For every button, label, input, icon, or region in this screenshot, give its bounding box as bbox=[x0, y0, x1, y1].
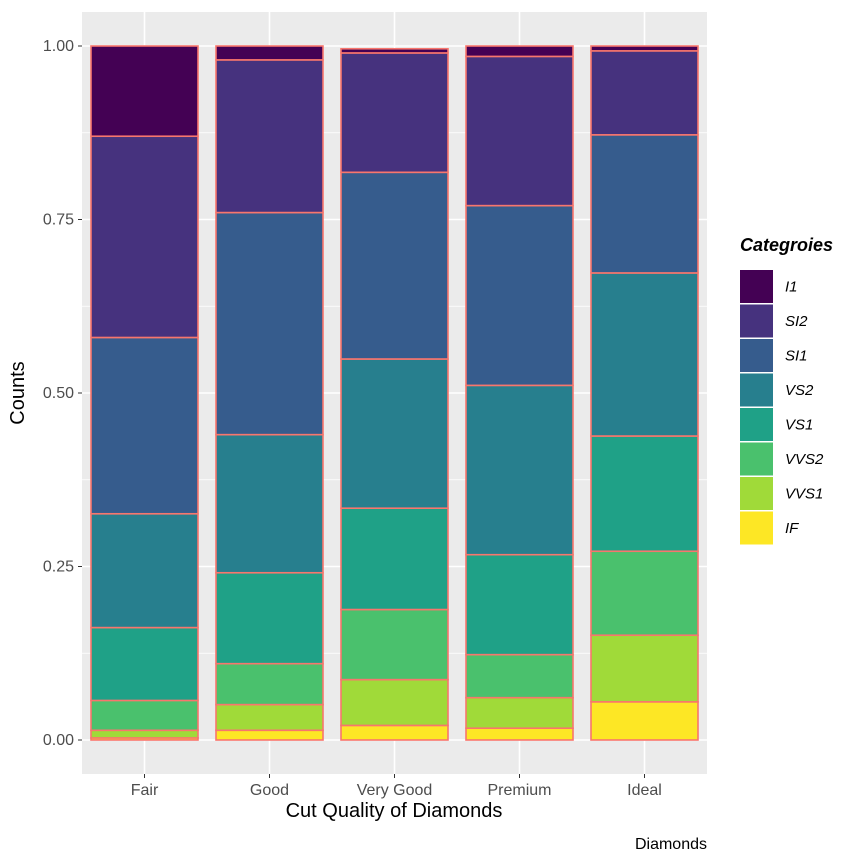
x-axis-title: Cut Quality of Diamonds bbox=[286, 800, 503, 822]
bar-segment-vvs1 bbox=[340, 678, 449, 727]
bar-stack-premium bbox=[465, 45, 574, 741]
bar-segment-si1 bbox=[590, 134, 699, 274]
bar-segment-si2 bbox=[590, 50, 699, 136]
bar-segment-vs1 bbox=[215, 571, 324, 665]
bar-segment-if bbox=[590, 701, 699, 741]
bar-segment-vvs1 bbox=[90, 729, 199, 739]
bars bbox=[90, 45, 699, 741]
bar-segment-i1 bbox=[90, 45, 199, 138]
y-tick-label: 1.00 bbox=[43, 38, 74, 55]
bar-segment-vs1 bbox=[465, 553, 574, 656]
bar-segment-si1 bbox=[340, 171, 449, 360]
bar-segment-si2 bbox=[90, 135, 199, 339]
legend-label-vs1: VS1 bbox=[785, 417, 813, 434]
bar-segment-vvs2 bbox=[590, 550, 699, 637]
bar-segment-vs2 bbox=[215, 433, 324, 574]
bar-segment-vs1 bbox=[340, 507, 449, 611]
x-tick-label: Very Good bbox=[357, 782, 433, 799]
x-tick-label: Ideal bbox=[627, 782, 662, 799]
x-tick-label: Good bbox=[250, 782, 289, 799]
bar-segment-si1 bbox=[465, 204, 574, 387]
legend-key-vvs1 bbox=[740, 477, 773, 510]
bar-stack-very-good bbox=[340, 47, 449, 741]
legend-label-if: IF bbox=[785, 520, 799, 537]
legend-title: Categroies bbox=[740, 235, 833, 255]
bar-segment-if bbox=[340, 724, 449, 741]
y-axis-title: Counts bbox=[7, 361, 29, 424]
legend-key-if bbox=[740, 511, 773, 545]
bar-segment-si1 bbox=[215, 211, 324, 436]
bar-stack-ideal bbox=[590, 45, 699, 741]
bar-segment-i1 bbox=[340, 47, 449, 54]
y-tick-label: 0.75 bbox=[43, 212, 74, 229]
bar-segment-vs2 bbox=[465, 384, 574, 556]
y-tick-label: 0.25 bbox=[43, 559, 74, 576]
legend-label-i1: I1 bbox=[785, 279, 798, 296]
legend-key-si1 bbox=[740, 339, 773, 372]
bar-segment-vvs1 bbox=[590, 634, 699, 703]
x-axis: Fair Good Very Good Premium Ideal bbox=[131, 774, 662, 799]
bar-segment-vvs1 bbox=[215, 703, 324, 732]
bar-segment-if bbox=[215, 729, 324, 741]
legend-label-vvs2: VVS2 bbox=[785, 451, 824, 468]
legend-label-si1: SI1 bbox=[785, 348, 808, 365]
legend-label-vs2: VS2 bbox=[785, 382, 814, 399]
bar-segment-vs2 bbox=[340, 358, 449, 510]
legend-label-vvs1: VVS1 bbox=[785, 486, 823, 503]
bar-stack-good bbox=[215, 45, 324, 741]
bar-segment-vvs2 bbox=[215, 662, 324, 706]
bar-segment-vs2 bbox=[590, 272, 699, 437]
bar-segment-i1 bbox=[465, 45, 574, 58]
bar-segment-vs2 bbox=[90, 512, 199, 629]
legend: Categroies I1 SI2 SI1 VS2 VS1 VVS2 VVS1 IF bbox=[740, 235, 833, 545]
x-tick-label: Premium bbox=[487, 782, 551, 799]
bar-segment-si2 bbox=[340, 52, 449, 174]
caption: Diamonds bbox=[635, 836, 707, 853]
bar-stack-fair bbox=[90, 45, 199, 741]
y-axis: 0.00 0.25 0.50 0.75 1.00 bbox=[43, 38, 82, 749]
bar-segment-if bbox=[465, 727, 574, 741]
legend-key-si2 bbox=[740, 304, 773, 338]
bar-segment-vvs2 bbox=[90, 699, 199, 732]
bar-segment-vvs1 bbox=[465, 696, 574, 730]
bar-segment-vs1 bbox=[90, 626, 199, 702]
x-tick-label: Fair bbox=[131, 782, 159, 799]
legend-key-i1 bbox=[740, 270, 773, 303]
bar-segment-si1 bbox=[90, 336, 199, 515]
bar-segment-vvs2 bbox=[340, 608, 449, 681]
bar-segment-si2 bbox=[215, 59, 324, 214]
legend-label-si2: SI2 bbox=[785, 313, 808, 330]
legend-key-vs2 bbox=[740, 373, 773, 407]
bar-segment-i1 bbox=[590, 45, 699, 52]
bar-segment-vvs2 bbox=[465, 653, 574, 699]
y-tick-label: 0.00 bbox=[43, 732, 74, 749]
bar-segment-vs1 bbox=[590, 435, 699, 553]
bar-segment-i1 bbox=[215, 45, 324, 61]
y-tick-label: 0.50 bbox=[43, 385, 74, 402]
bar-segment-si2 bbox=[465, 55, 574, 207]
legend-key-vvs2 bbox=[740, 442, 773, 476]
legend-key-vs1 bbox=[740, 408, 773, 441]
